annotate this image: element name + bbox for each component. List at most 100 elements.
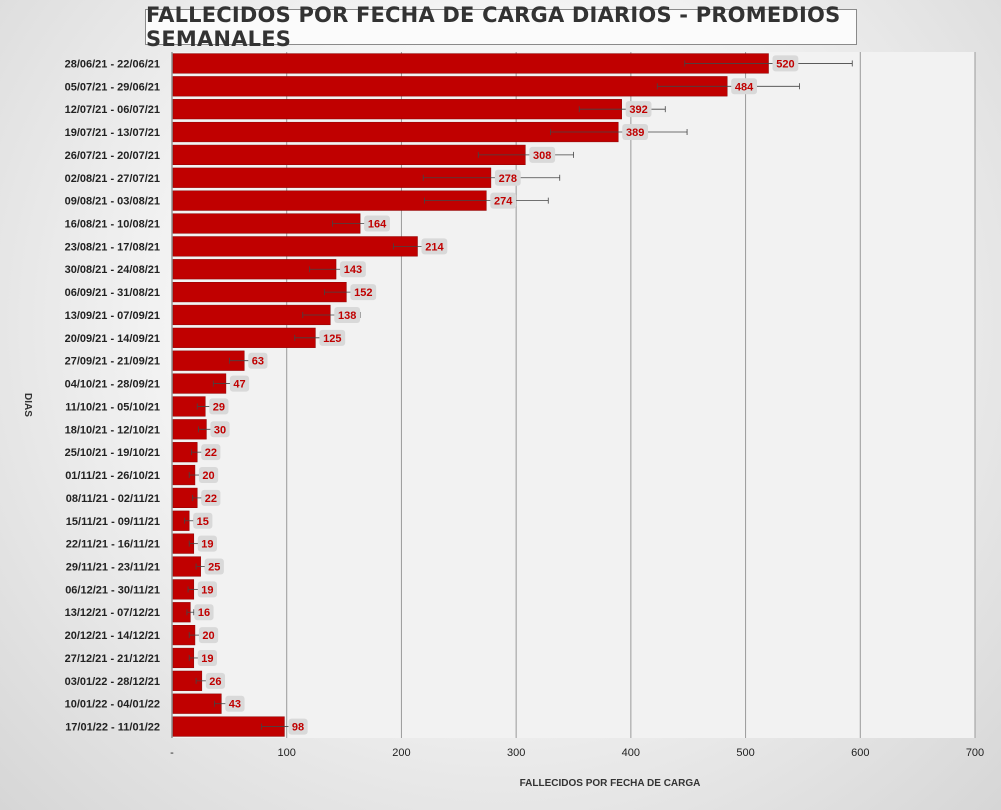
data-label-bg xyxy=(193,512,213,529)
data-label: 26 xyxy=(209,676,221,688)
data-label: 19 xyxy=(201,539,213,551)
data-label: 98 xyxy=(292,722,304,734)
data-label-bg xyxy=(210,421,230,438)
data-label-bg xyxy=(288,718,308,735)
x-tick-label: 100 xyxy=(278,747,296,759)
x-tick-label: - xyxy=(170,747,174,759)
category-label: 09/08/21 - 03/08/21 xyxy=(65,196,160,208)
y-axis-title: DIAS xyxy=(22,393,33,417)
category-label: 04/10/21 - 28/09/21 xyxy=(65,379,160,391)
category-label: 15/11/21 - 09/11/21 xyxy=(66,516,160,528)
category-label: 30/08/21 - 24/08/21 xyxy=(65,264,160,276)
data-label-bg xyxy=(772,55,799,72)
data-label: 138 xyxy=(338,310,356,322)
data-label-bg xyxy=(319,329,346,346)
data-label: 152 xyxy=(354,287,372,299)
category-label: 12/07/21 - 06/07/21 xyxy=(65,104,160,116)
data-label-bg xyxy=(204,558,224,575)
data-label: 143 xyxy=(344,264,362,276)
data-label: 389 xyxy=(626,127,644,139)
category-labels: 28/06/21 - 22/06/21 05/07/21 - 29/06/21 12… xyxy=(65,58,160,733)
data-label-bg xyxy=(229,375,250,392)
data-label: 125 xyxy=(323,333,341,345)
data-label: 22 xyxy=(205,447,217,459)
data-label-bg xyxy=(194,604,214,621)
data-label-bg xyxy=(334,306,361,323)
data-label: 15 xyxy=(197,516,209,528)
data-label: 19 xyxy=(201,584,213,596)
x-tick-label: 700 xyxy=(966,747,984,759)
category-label: 27/09/21 - 21/09/21 xyxy=(65,356,160,368)
data-label: 43 xyxy=(229,699,241,711)
data-label-bg xyxy=(622,124,649,141)
data-label: 20 xyxy=(202,470,214,482)
category-label: 13/12/21 - 07/12/21 xyxy=(65,607,160,619)
category-label: 26/07/21 - 20/07/21 xyxy=(65,150,160,162)
data-label-bg xyxy=(350,284,377,301)
category-label: 03/01/22 - 28/12/21 xyxy=(65,676,160,688)
data-label: 29 xyxy=(213,401,225,413)
bar xyxy=(172,53,769,74)
data-label: 278 xyxy=(499,173,517,185)
data-labels: 520 484 392 389 308 278 274 164 214 143 152 138 125 6… xyxy=(193,55,799,735)
category-label: 06/09/21 - 31/08/21 xyxy=(65,287,160,299)
data-label: 520 xyxy=(776,58,794,70)
x-axis-title: FALLECIDOS POR FECHA DE CARGA xyxy=(520,778,701,789)
data-label-bg xyxy=(197,581,217,598)
data-label: 484 xyxy=(735,81,754,93)
data-label-bg xyxy=(421,238,448,255)
x-tick-label: 300 xyxy=(507,747,525,759)
bars xyxy=(172,53,769,737)
category-label: 19/07/21 - 13/07/21 xyxy=(65,127,160,139)
bar xyxy=(172,144,526,165)
data-label-bg xyxy=(197,649,217,666)
x-tick-label: 200 xyxy=(392,747,410,759)
data-label: 20 xyxy=(202,630,214,642)
data-label-bg xyxy=(225,695,245,712)
data-label-bg xyxy=(340,261,366,278)
category-label: 06/12/21 - 30/11/21 xyxy=(65,584,160,596)
data-label: 16 xyxy=(198,607,210,619)
data-label-bg xyxy=(494,169,521,186)
data-label: 164 xyxy=(368,219,387,231)
bar xyxy=(172,282,347,303)
bar xyxy=(172,213,361,234)
data-label-bg xyxy=(625,101,652,118)
x-tick-label: 400 xyxy=(622,747,640,759)
data-label-bg xyxy=(248,352,268,369)
data-label-bg xyxy=(209,398,229,415)
category-label: 29/11/21 - 23/11/21 xyxy=(66,562,160,574)
data-label-bg xyxy=(205,672,226,689)
data-label: 30 xyxy=(214,424,226,436)
category-label: 23/08/21 - 17/08/21 xyxy=(65,241,160,253)
data-label: 214 xyxy=(425,241,444,253)
data-label: 392 xyxy=(629,104,647,116)
data-label: 22 xyxy=(205,493,217,505)
x-tick-label: 600 xyxy=(851,747,869,759)
data-label-bg xyxy=(731,78,758,95)
data-label: 308 xyxy=(533,150,551,162)
data-label: 25 xyxy=(208,562,220,574)
category-label: 18/10/21 - 12/10/21 xyxy=(65,424,160,436)
data-label: 47 xyxy=(233,379,245,391)
category-label: 27/12/21 - 21/12/21 xyxy=(65,653,160,665)
category-label: 08/11/21 - 02/11/21 xyxy=(66,493,160,505)
data-label-bg xyxy=(198,627,219,644)
bar xyxy=(172,76,728,97)
data-label-bg xyxy=(364,215,390,232)
data-label-bg xyxy=(529,146,556,163)
data-label: 274 xyxy=(494,196,513,208)
data-label: 19 xyxy=(201,653,213,665)
category-label: 20/09/21 - 14/09/21 xyxy=(65,333,160,345)
category-label: 10/01/22 - 04/01/22 xyxy=(65,699,160,711)
category-label: 16/08/21 - 10/08/21 xyxy=(65,219,160,231)
bar xyxy=(172,236,418,257)
data-label-bg xyxy=(201,444,221,461)
bar xyxy=(172,99,622,120)
category-label: 02/08/21 - 27/07/21 xyxy=(65,173,160,185)
x-tick-labels: - 100 200 300 400 500 600 700 xyxy=(170,747,984,759)
category-label: 22/11/21 - 16/11/21 xyxy=(66,539,160,551)
category-label: 25/10/21 - 19/10/21 xyxy=(65,447,160,459)
data-label-bg xyxy=(490,192,517,209)
